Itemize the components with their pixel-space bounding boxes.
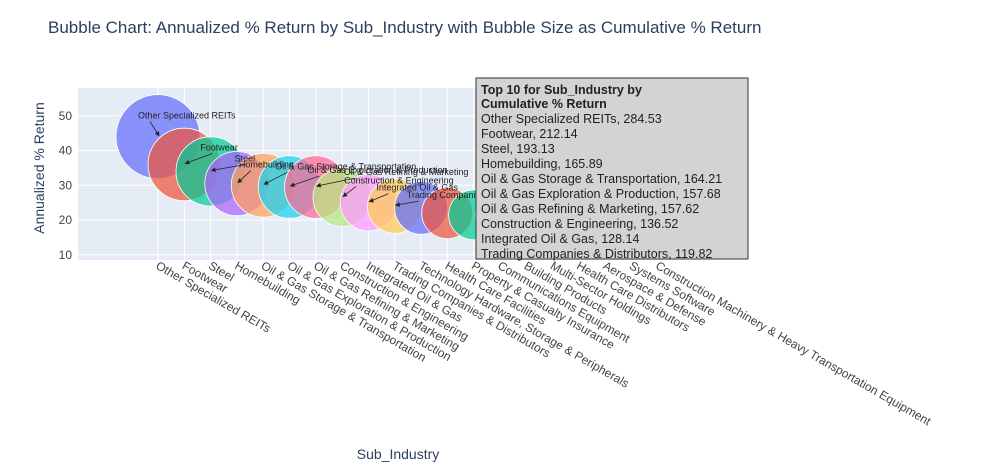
annotation-label: Oil & Gas Refining & Marketing: [344, 167, 469, 177]
annotation-arrow: [316, 177, 356, 188]
annotation-arrow: [289, 175, 320, 187]
info-box-line: Footwear, 212.14: [481, 127, 578, 141]
annotation-label: Other Specialized REITs: [138, 111, 236, 121]
info-box-line: Oil & Gas Storage & Transportation, 164.…: [481, 172, 722, 186]
y-tick-label: 10: [59, 248, 73, 262]
info-box-line: Construction & Engineering, 136.52: [481, 217, 678, 231]
annotation-arrow: [237, 170, 252, 184]
y-tick-label: 20: [59, 213, 73, 227]
annotation-label: Integrated Oil & Gas: [376, 183, 458, 193]
annotation-arrow: [368, 193, 389, 203]
top10-info-box: Top 10 for Sub_Industry by Cumulative % …: [475, 77, 749, 261]
annotation-label: Trading Companies & Distributors: [407, 190, 542, 200]
y-axis-ticks: 10 20 30 40 50: [59, 109, 73, 262]
info-box-line: Oil & Gas Exploration & Production, 157.…: [481, 187, 721, 201]
info-box-line: Other Specialized REITs, 284.53: [481, 112, 662, 126]
annotation-label: Oil & Gas Storage & Transportation: [275, 161, 416, 171]
annotation-arrow: [394, 200, 419, 207]
info-box-line: Oil & Gas Refining & Marketing, 157.62: [481, 202, 699, 216]
annotation-arrow: [263, 171, 288, 185]
y-axis-title: Annualized % Return: [31, 102, 47, 234]
info-box-title-line1: Top 10 for Sub_Industry by: [481, 83, 642, 97]
info-box-line: Trading Companies & Distributors, 119.82: [481, 247, 712, 261]
x-tick-label: Construction Machinery & Heavy Transport…: [653, 258, 934, 428]
annotation-label: Steel: [235, 153, 256, 163]
info-box-background: [475, 77, 749, 260]
y-tick-label: 50: [59, 109, 73, 123]
annotation-arrow: [184, 153, 213, 165]
info-box-line: Integrated Oil & Gas, 128.14: [481, 232, 639, 246]
annotation-label: Homebuilding: [239, 160, 294, 170]
info-box-line: Homebuilding, 165.89: [481, 157, 603, 171]
annotation-label: Oil & Gas Exploration & Production: [308, 165, 448, 175]
y-tick-label: 30: [59, 178, 73, 192]
chart-title: Bubble Chart: Annualized % Return by Sub…: [48, 18, 761, 37]
annotations: Other Specialized REITs FootwearSteelHome…: [138, 111, 542, 207]
info-box-title-line2: Cumulative % Return: [481, 97, 607, 111]
x-axis-ticks: Other Specialized REITsFootwearSteelHome…: [154, 258, 934, 428]
y-tick-label: 40: [59, 144, 73, 158]
info-box-line: Steel, 193.13: [481, 142, 555, 156]
annotation-arrow: [210, 163, 247, 173]
x-axis-title: Sub_Industry: [357, 446, 440, 462]
annotation-arrow: [149, 121, 160, 137]
annotation-label: Footwear: [200, 142, 238, 152]
annotation-arrow: [342, 186, 357, 197]
annotation-label: Construction & Engineering: [344, 175, 454, 185]
